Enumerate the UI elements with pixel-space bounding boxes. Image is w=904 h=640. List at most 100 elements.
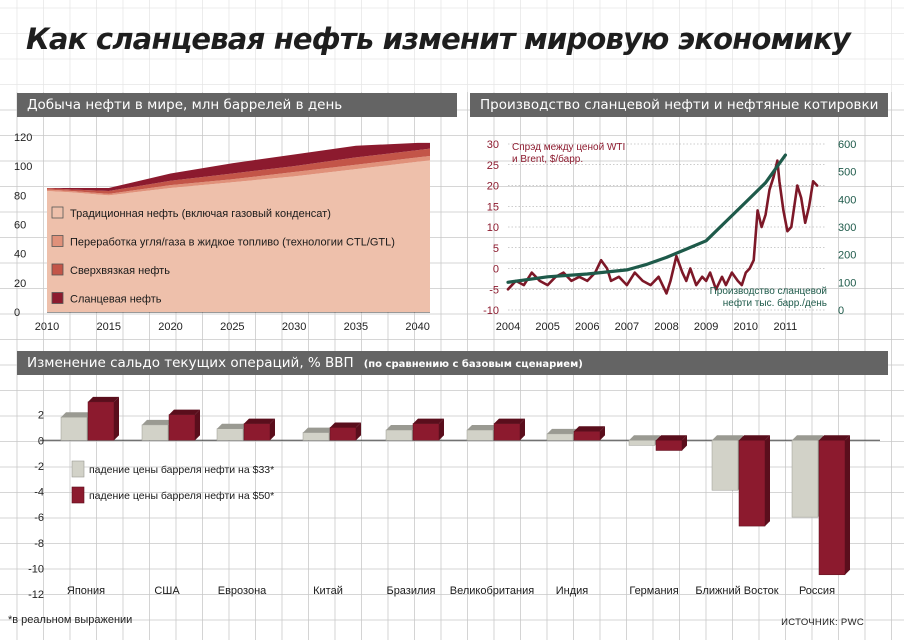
- x-tick-label: 2035: [344, 321, 368, 333]
- bar-33-10: [791, 440, 819, 518]
- bar-50-6-side: [520, 418, 525, 441]
- bar-50-10-top: [819, 435, 850, 441]
- area-series-1: [47, 160, 430, 312]
- category-label: Индия: [556, 585, 589, 597]
- footnote: *в реальном выражении: [8, 614, 133, 626]
- x-tick-label: 2011: [774, 321, 798, 333]
- bar-33-1: [60, 416, 88, 441]
- left-y-tick-label: 5: [493, 243, 499, 255]
- bar-33-9: [711, 440, 739, 491]
- panel1-title-text: Добыча нефти в мире, млн баррелей в день: [27, 97, 343, 113]
- bar-33-2: [141, 424, 169, 441]
- bar-33-8: [628, 440, 656, 446]
- production-annotation-line2: нефти тыс. барр./день: [723, 297, 827, 309]
- bar-50-6-top: [494, 418, 525, 424]
- x-tick-label: 2008: [654, 321, 678, 333]
- y-tick-label: -2: [34, 461, 44, 473]
- y-tick-label: 60: [14, 220, 26, 232]
- bar-33-8-top: [629, 435, 660, 441]
- x-tick-label: 2010: [35, 321, 59, 333]
- x-tick-label: 2005: [535, 321, 559, 333]
- left-y-tick-label: 30: [487, 139, 499, 151]
- bar-33-3-top: [217, 423, 248, 429]
- category-label: Еврозона: [218, 585, 267, 597]
- bar-50-7: [573, 431, 601, 441]
- bar-50-1-top: [88, 396, 119, 402]
- bar-50-1-side: [114, 396, 119, 441]
- panel2-title: Производство сланцевой нефти и нефтяные …: [470, 93, 888, 117]
- y-tick-label: 2: [38, 410, 44, 422]
- legend-swatch-1: [71, 460, 85, 478]
- bar-50-8-top: [656, 435, 687, 441]
- bar-50-4-side: [356, 422, 361, 441]
- legend-swatch-2: [51, 235, 64, 247]
- y-tick-label: -4: [34, 487, 44, 499]
- category-label: Россия: [799, 585, 835, 597]
- bar-33-1-top: [61, 412, 92, 418]
- right-y-tick-label: 300: [838, 222, 856, 234]
- bar-50-2-top: [169, 409, 200, 415]
- panel3-title: Изменение сальдо текущих операций, % ВВП…: [17, 351, 888, 375]
- bar-50-4: [329, 427, 357, 441]
- left-y-tick-label: -5: [489, 284, 499, 296]
- left-y-tick-label: 15: [487, 201, 499, 213]
- legend-label-2: падение цены барреля нефти на $50*: [89, 490, 274, 502]
- x-tick-label: 2007: [615, 321, 639, 333]
- category-label: Германия: [629, 585, 678, 597]
- category-label: Великобритания: [450, 585, 535, 597]
- bar-50-10: [818, 440, 846, 576]
- bar-33-6-top: [467, 425, 498, 430]
- left-y-tick-label: 10: [487, 222, 499, 234]
- category-label: Ближний Восток: [695, 585, 778, 597]
- left-y-tick-label: 0: [493, 264, 499, 276]
- x-tick-label: 2025: [220, 321, 244, 333]
- bar-50-5: [412, 423, 440, 441]
- legend-label-2: Переработка угля/газа в жидкое топливо (…: [70, 237, 395, 249]
- panel1-title: Добыча нефти в мире, млн баррелей в день: [17, 93, 457, 117]
- production-annotation-line1: Производство сланцевой: [710, 286, 827, 297]
- y-tick-label: -10: [28, 563, 44, 575]
- category-label: Япония: [67, 585, 105, 597]
- y-tick-label: 0: [38, 435, 44, 447]
- x-tick-label: 2009: [694, 321, 718, 333]
- panel3-subtitle: (по сравнению с базовым сценарием): [363, 359, 583, 370]
- y-tick-label: 120: [14, 132, 32, 144]
- bar-50-5-side: [439, 418, 444, 441]
- bar-33-3: [216, 428, 244, 441]
- spread-line: [506, 159, 819, 295]
- bar-33-10-top: [792, 435, 823, 441]
- right-y-tick-label: 600: [838, 139, 856, 151]
- category-label: Бразилия: [386, 585, 435, 597]
- bar-50-5-top: [413, 418, 444, 424]
- spread-annotation-line1: Спрэд между ценой WTI: [512, 142, 625, 153]
- legend-swatch-2: [71, 486, 85, 504]
- legend-label-1: падение цены барреля нефти на $33*: [89, 464, 274, 476]
- left-y-tick-label: -10: [483, 305, 499, 317]
- y-tick-label: 80: [14, 190, 26, 202]
- bar-50-3-top: [244, 418, 275, 424]
- production-line: [506, 153, 787, 284]
- bar-50-7-side: [600, 426, 605, 441]
- right-y-tick-label: 200: [838, 250, 856, 262]
- bar-33-2-top: [142, 419, 173, 425]
- category-label: США: [154, 585, 180, 597]
- bar-50-6: [493, 423, 521, 441]
- title-area-overlay: [0, 0, 904, 92]
- right-y-tick-label: 100: [838, 277, 856, 289]
- bar-50-3: [243, 423, 271, 441]
- right-y-tick-label: 400: [838, 194, 856, 206]
- y-tick-label: -12: [28, 589, 44, 601]
- legend-swatch-4: [51, 292, 64, 304]
- bar-33-5: [385, 429, 413, 441]
- bar-33-5-top: [386, 425, 417, 430]
- legend-swatch-3: [51, 263, 64, 276]
- bar-50-3-side: [270, 418, 275, 441]
- x-tick-label: 2006: [575, 321, 599, 333]
- legend-label-3: Сверхвязкая нефть: [70, 265, 170, 277]
- bar-50-8: [655, 440, 683, 451]
- x-tick-label: 2004: [496, 321, 520, 333]
- y-tick-label: 20: [14, 278, 26, 290]
